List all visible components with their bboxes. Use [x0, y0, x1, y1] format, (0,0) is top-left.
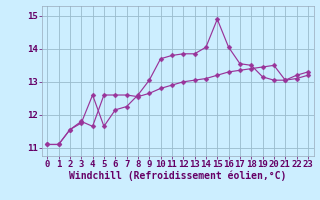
X-axis label: Windchill (Refroidissement éolien,°C): Windchill (Refroidissement éolien,°C): [69, 171, 286, 181]
